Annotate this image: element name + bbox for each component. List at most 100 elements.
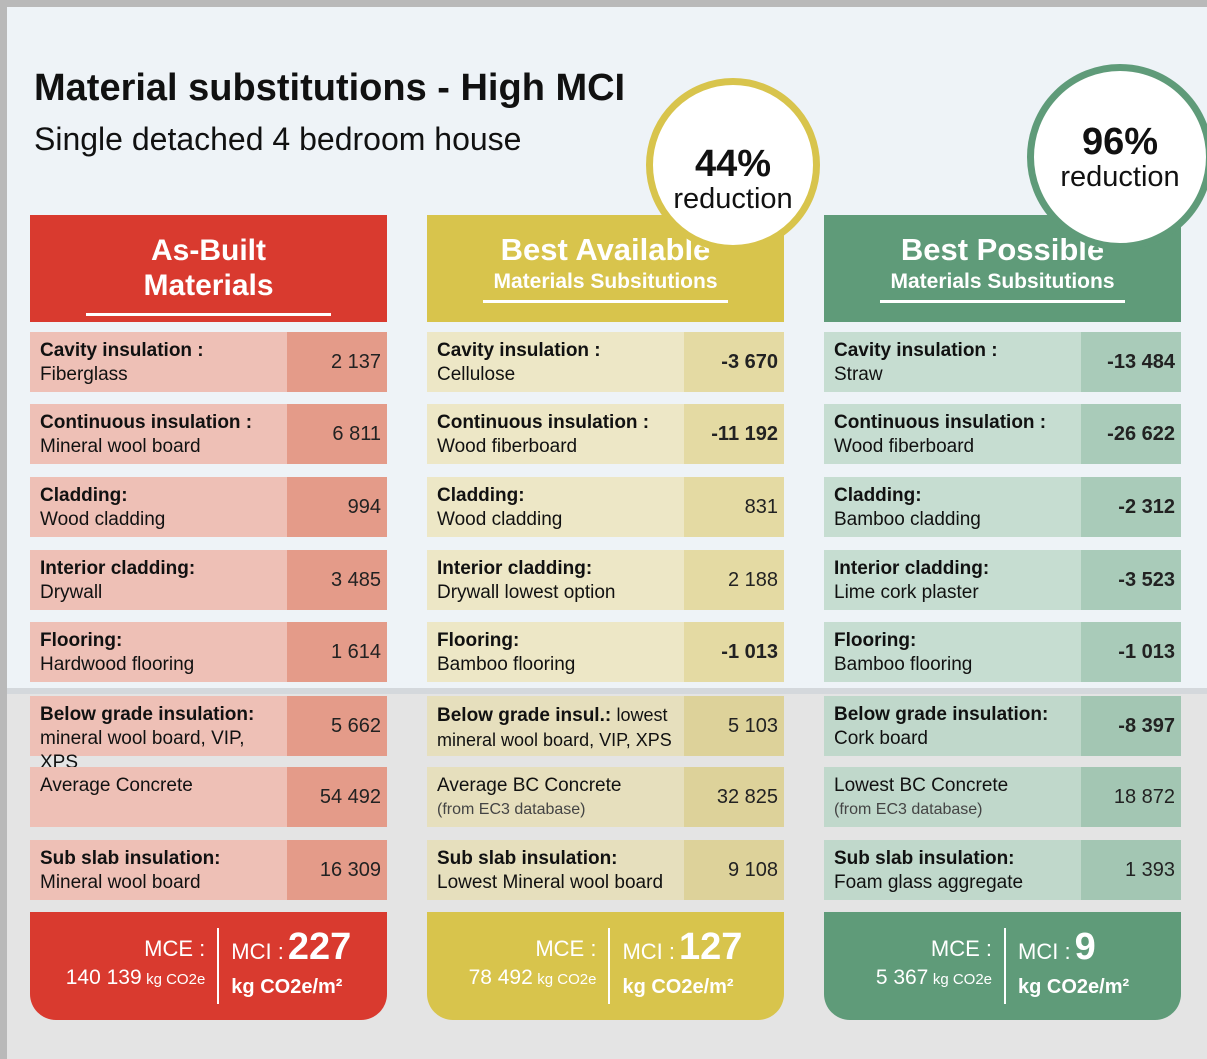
material-detail: lowest mineral wool board, VIP, XPS: [437, 705, 672, 750]
column-title: Best Available: [500, 232, 711, 267]
title: Material substitutions - High MCI: [34, 67, 626, 109]
material-row: Interior cladding: Drywall 3 485: [30, 550, 387, 610]
mce-value: 78 492: [468, 966, 533, 989]
mce-line: 78 492 kg CO2e: [469, 964, 597, 994]
mce-unit: kg CO2e: [537, 971, 597, 988]
material-detail: Bamboo cladding: [834, 509, 981, 530]
mci-line: MCI :127: [622, 928, 742, 974]
material-type: Below grade insulation:: [40, 704, 255, 725]
mci-label: MCI :: [1018, 939, 1071, 964]
mce-unit: kg CO2e: [146, 971, 206, 988]
badge-value: 96%: [1081, 121, 1159, 163]
mci-value: 227: [287, 926, 352, 968]
material-label: Lowest BC Concrete (from EC3 database): [824, 767, 1081, 827]
material-value: 32 825: [684, 767, 784, 827]
material-label: Sub slab insulation: Foam glass aggregate: [824, 840, 1081, 900]
mci-unit: kg CO2e/m²: [1018, 976, 1130, 998]
material-type: Sub slab insulation:: [40, 848, 221, 869]
material-row: Cladding: Wood cladding 831: [427, 477, 784, 537]
material-detail: Drywall: [40, 582, 103, 603]
material-name: Lowest BC Concrete: [834, 775, 1009, 796]
material-row: Flooring: Bamboo flooring -1 013: [427, 622, 784, 682]
mce-line: 140 139 kg CO2e: [66, 964, 206, 994]
material-label: Cavity insulation : Straw: [824, 332, 1081, 392]
total-footer: MCE :5 367 kg CO2e MCI :9 kg CO2e/m²: [824, 912, 1181, 1020]
material-label: Flooring: Hardwood flooring: [30, 622, 287, 682]
material-value: -3 670: [684, 332, 784, 392]
header-rule: [880, 300, 1125, 303]
subtitle: Single detached 4 bedroom house: [34, 121, 522, 157]
material-name: Average Concrete: [40, 775, 193, 796]
material-type: Cladding:: [40, 485, 128, 506]
mci-block: MCI :9 kg CO2e/m²: [1006, 928, 1129, 1004]
reduction-badge: 96% reduction: [1027, 64, 1207, 250]
material-value: 9 108: [684, 840, 784, 900]
material-detail: Straw: [834, 364, 883, 385]
material-type: Cladding:: [834, 485, 922, 506]
material-row: Below grade insulation: Cork board -8 397: [824, 696, 1181, 756]
header-rule: [483, 300, 728, 303]
material-detail: Bamboo flooring: [834, 654, 973, 675]
material-value: -3 523: [1081, 550, 1181, 610]
mce-line: 5 367 kg CO2e: [876, 964, 992, 994]
column-header: As-Built Materials: [30, 215, 387, 322]
material-value: -11 192: [684, 404, 784, 464]
material-row: Sub slab insulation: Lowest Mineral wool …: [427, 840, 784, 900]
mci-line: MCI :9: [1018, 928, 1129, 974]
material-detail: Mineral wool board: [40, 436, 201, 457]
reduction-badge: 44% reduction: [646, 78, 820, 252]
material-label: Sub slab insulation: Mineral wool board: [30, 840, 287, 900]
mci-line: MCI :227: [231, 928, 351, 974]
material-value: 54 492: [287, 767, 387, 827]
column-title: Best Possible: [900, 232, 1105, 267]
material-row: Average Concrete 54 492: [30, 767, 387, 827]
material-value: -1 013: [1081, 622, 1181, 682]
column-subtitle: Materials Subsitutions: [890, 270, 1115, 293]
material-row: Lowest BC Concrete (from EC3 database) 18 …: [824, 767, 1181, 827]
material-value: 5 662: [287, 696, 387, 756]
material-row: Below grade insulation: mineral wool boar…: [30, 696, 387, 773]
material-label: Cladding: Wood cladding: [30, 477, 287, 537]
material-detail: Cellulose: [437, 364, 516, 385]
material-type: Cavity insulation :: [437, 340, 601, 361]
badge-label: reduction: [673, 183, 793, 215]
mce-block: MCE :5 367 kg CO2e: [876, 928, 1007, 1004]
material-name: Average BC Concrete: [437, 775, 622, 796]
material-value: -2 312: [1081, 477, 1181, 537]
material-detail: Cork board: [834, 728, 928, 749]
material-row: Interior cladding: Drywall lowest option 2…: [427, 550, 784, 610]
mce-value: 5 367: [875, 966, 929, 989]
material-type: Continuous insulation :: [437, 412, 650, 433]
material-row: Continuous insulation : Mineral wool boar…: [30, 404, 387, 464]
badge-label: reduction: [1060, 161, 1180, 193]
mce-label: MCE :: [144, 936, 206, 961]
total-footer: MCE :140 139 kg CO2e MCI :227 kg CO2e/m²: [30, 912, 387, 1020]
material-type: Flooring:: [437, 630, 520, 651]
material-type: Flooring:: [40, 630, 123, 651]
material-type: Below grade insul.:: [437, 705, 612, 726]
material-value: 831: [684, 477, 784, 537]
material-row: Flooring: Hardwood flooring 1 614: [30, 622, 387, 682]
material-note: (from EC3 database): [834, 801, 983, 818]
material-label: Cladding: Wood cladding: [427, 477, 684, 537]
material-row: Sub slab insulation: Mineral wool board 16…: [30, 840, 387, 900]
material-type: Below grade insulation:: [834, 704, 1049, 725]
material-type: Sub slab insulation:: [437, 848, 618, 869]
mce-block: MCE :140 139 kg CO2e: [66, 928, 220, 1004]
mce-label: MCE :: [930, 936, 993, 961]
material-detail: Drywall lowest option: [437, 582, 616, 603]
material-value: 3 485: [287, 550, 387, 610]
mce-unit: kg CO2e: [932, 971, 993, 988]
material-detail: Mineral wool board: [40, 872, 201, 893]
mci-unit: kg CO2e/m²: [622, 976, 734, 998]
material-label: Cavity insulation : Fiberglass: [30, 332, 287, 392]
material-label: Below grade insulation: Cork board: [824, 696, 1081, 756]
material-row: Cavity insulation : Fiberglass 2 137: [30, 332, 387, 392]
mce-value: 140 139: [65, 966, 142, 989]
material-value: -13 484: [1081, 332, 1181, 392]
material-detail: Wood fiberboard: [834, 436, 975, 457]
material-row: Cladding: Bamboo cladding -2 312: [824, 477, 1181, 537]
material-type: Flooring:: [834, 630, 917, 651]
mci-label: MCI :: [622, 939, 676, 964]
